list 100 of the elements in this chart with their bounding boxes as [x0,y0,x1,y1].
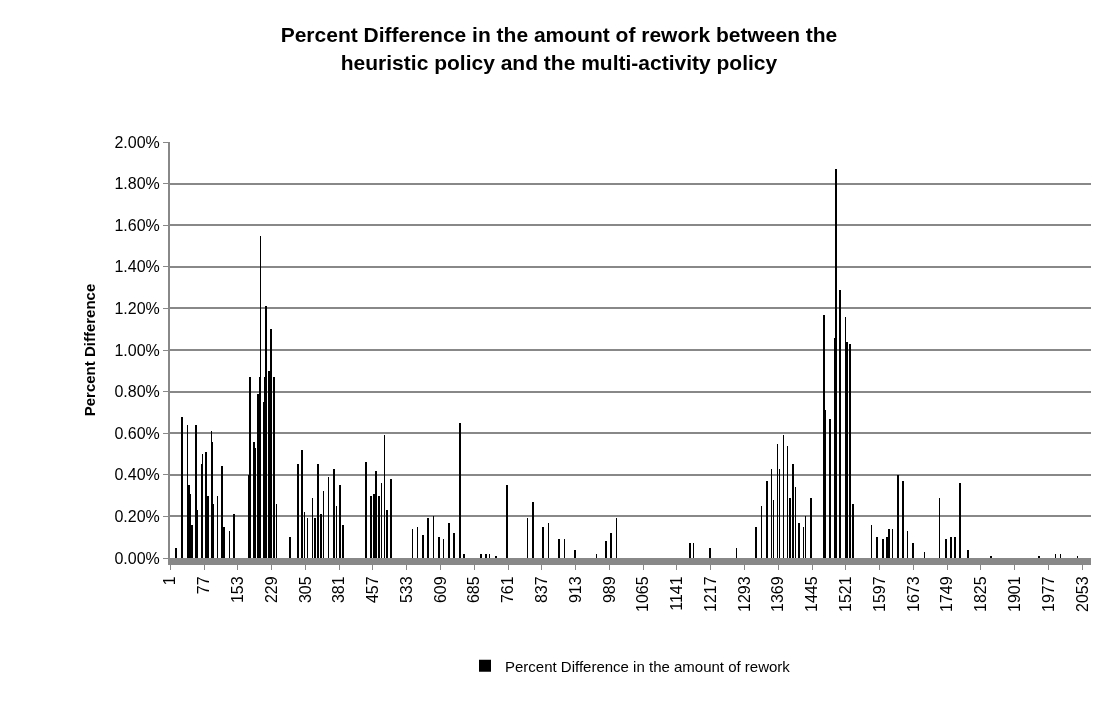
bar [574,550,576,558]
y-tick-label: 2.00% [114,133,160,151]
x-tick-label: 761 [499,576,517,604]
x-tick-label: 1673 [904,576,922,612]
x-tick-label: 229 [262,576,280,604]
bar [792,464,794,558]
y-tick-label: 1.00% [114,341,160,359]
bar [339,485,341,558]
bar [438,537,440,558]
bar [798,523,800,558]
bar [835,169,837,558]
bar [181,417,183,558]
x-tick-label: 153 [228,576,246,604]
bar [485,554,487,558]
chart-title: Percent Difference in the amount of rework between the heuristic policy and the multi-activity policy [280,23,838,74]
legend-label: Percent Difference in the amount of rework [505,657,791,675]
bar [810,498,812,558]
bar [610,533,612,558]
bar [333,469,335,558]
y-tick-label: 0.40% [114,466,160,484]
bar [912,543,914,558]
bar [888,529,890,558]
x-tick-label: 1901 [1005,576,1023,612]
x-tick-label: 837 [533,576,551,604]
bar [755,527,757,558]
bar [365,462,367,558]
bar [270,329,272,558]
bar [823,315,825,558]
x-tick-label: 1597 [870,576,888,612]
bar [289,537,291,558]
bar [766,481,768,558]
y-axis-title: Percent Difference [81,283,99,417]
bar [945,539,947,558]
y-tick-label: 1.40% [114,258,160,276]
bar [390,479,392,558]
y-tick-label: 1.60% [114,216,160,234]
bar [297,464,299,558]
x-tick-label: 1293 [735,576,753,612]
bar [882,539,884,558]
bar [689,543,691,558]
bar [839,290,841,558]
bar [954,537,956,558]
x-tick-label: 1977 [1039,576,1057,612]
x-tick-label: 1065 [634,576,652,612]
bar [959,483,961,558]
bar [422,535,424,558]
bar [233,514,235,558]
bar [453,533,455,558]
x-tick-label: 457 [364,576,382,604]
x-tick-label: 305 [296,576,314,604]
x-tick-label: 1749 [938,576,956,612]
x-tick-label: 913 [566,576,584,604]
y-tick-label: 0.20% [114,508,160,525]
bar [175,548,177,558]
bar [249,377,251,558]
bar [427,518,429,558]
bar [205,452,207,558]
x-tick-label: 1217 [701,576,719,612]
x-tick-label: 1369 [769,576,787,612]
bar [967,550,969,558]
y-tick-label: 1.20% [114,300,160,317]
bar [301,450,303,558]
bar [506,485,508,558]
x-tick-label: 381 [330,576,348,604]
bar [709,548,711,558]
x-tick-label: 1521 [837,576,855,612]
x-tick-label: 1825 [972,576,990,612]
bar [605,541,607,558]
bar [897,475,899,558]
bar [849,344,851,558]
x-tick-label: 77 [195,576,213,595]
x-tick-label: 533 [397,576,415,604]
bar [448,523,450,558]
y-tick-label: 0.60% [114,424,160,442]
bar [375,471,377,558]
bar [950,537,952,558]
bar [195,425,197,558]
bar [480,554,482,558]
bar [370,496,372,558]
bar [459,423,461,558]
bar [902,481,904,558]
x-tick-label: 685 [465,576,483,604]
y-tick-label: 0.00% [114,549,160,567]
bar [542,527,544,558]
x-tick-label: 989 [600,576,618,604]
x-tick-label: 1141 [668,576,686,611]
y-tick-label: 0.80% [114,383,160,401]
x-tick-label: 1445 [803,576,821,612]
bar [463,554,465,558]
bar [265,306,267,558]
x-tick-label: 1 [161,576,179,586]
bar [317,464,319,558]
x-tick-label: 2053 [1073,576,1091,612]
bar [876,537,878,558]
bar [829,419,831,558]
bar [221,466,223,558]
bar [558,539,560,558]
x-tick-label: 609 [431,576,449,604]
bar [532,502,534,558]
y-tick-label: 1.80% [114,175,160,193]
